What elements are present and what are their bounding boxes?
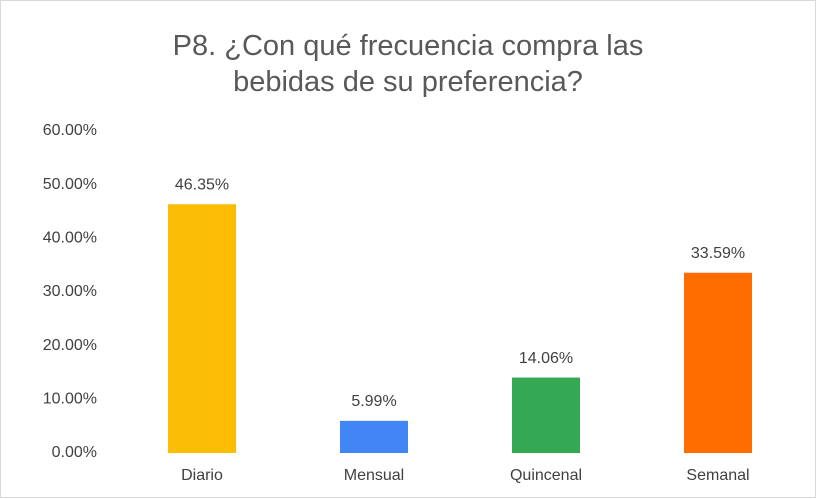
chart-title: P8. ¿Con qué frecuencia compra las bebid… (172, 30, 644, 98)
x-tick-label: Mensual (344, 467, 404, 484)
y-tick-label: 50.00% (43, 176, 97, 193)
y-tick-label: 20.00% (43, 337, 97, 354)
bar (684, 272, 752, 453)
bar (340, 420, 408, 453)
y-tick-label: 10.00% (43, 391, 97, 408)
x-tick-label: Quincenal (510, 467, 582, 484)
bar (512, 377, 580, 453)
x-tick-label: Diario (181, 467, 223, 484)
y-tick-label: 30.00% (43, 283, 97, 300)
y-tick-label: 0.00% (52, 444, 97, 461)
y-tick-label: 60.00% (43, 122, 97, 139)
value-label: 46.35% (175, 176, 229, 193)
y-tick-label: 40.00% (43, 230, 97, 247)
value-label: 33.59% (691, 245, 745, 262)
x-tick-label: Semanal (686, 467, 749, 484)
bar (168, 204, 236, 453)
value-label: 5.99% (351, 393, 396, 410)
value-label: 14.06% (519, 350, 573, 367)
